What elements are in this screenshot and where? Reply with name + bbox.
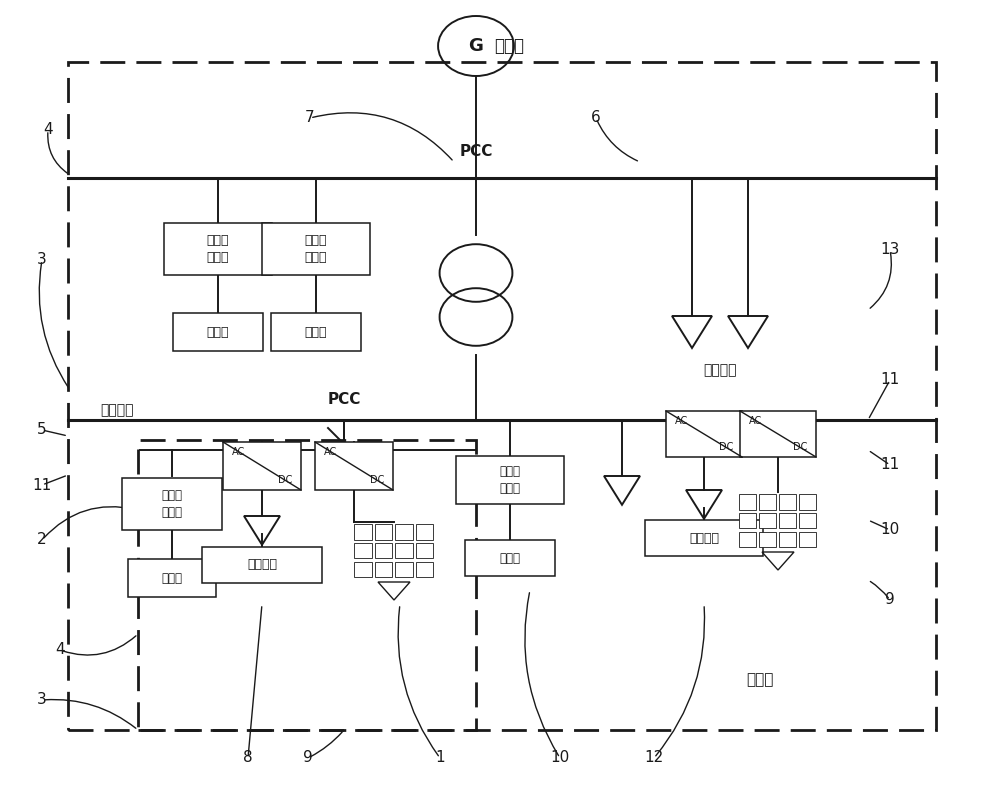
FancyBboxPatch shape <box>395 524 413 539</box>
Text: G: G <box>469 37 483 55</box>
FancyBboxPatch shape <box>739 532 756 547</box>
FancyBboxPatch shape <box>739 494 756 509</box>
FancyBboxPatch shape <box>128 559 216 597</box>
Text: DC: DC <box>278 475 292 485</box>
Text: AC: AC <box>675 416 688 426</box>
Text: 6: 6 <box>591 111 601 126</box>
FancyBboxPatch shape <box>779 513 796 528</box>
Text: DC: DC <box>719 442 733 452</box>
Text: 3: 3 <box>37 252 47 267</box>
FancyBboxPatch shape <box>173 313 263 351</box>
Text: AC: AC <box>324 447 337 456</box>
FancyBboxPatch shape <box>375 524 392 539</box>
Text: 充电桩: 充电桩 <box>305 326 327 339</box>
FancyBboxPatch shape <box>395 562 413 577</box>
Text: 储能系统: 储能系统 <box>689 532 719 544</box>
FancyBboxPatch shape <box>779 494 796 509</box>
FancyBboxPatch shape <box>759 513 776 528</box>
Text: 重要负荷: 重要负荷 <box>703 363 737 377</box>
Text: 4: 4 <box>43 123 53 138</box>
Text: 微电网: 微电网 <box>746 672 774 687</box>
Text: 电力电
子接口: 电力电 子接口 <box>500 465 520 494</box>
FancyBboxPatch shape <box>666 411 742 457</box>
FancyBboxPatch shape <box>759 494 776 509</box>
Text: 交流母线: 交流母线 <box>100 403 134 417</box>
FancyBboxPatch shape <box>315 442 393 490</box>
Text: 12: 12 <box>644 751 664 766</box>
Text: 11: 11 <box>880 457 900 472</box>
Text: AC: AC <box>749 416 762 426</box>
FancyBboxPatch shape <box>416 562 433 577</box>
Text: 储能系统: 储能系统 <box>247 558 277 572</box>
FancyBboxPatch shape <box>465 540 555 576</box>
FancyBboxPatch shape <box>375 562 392 577</box>
Text: 9: 9 <box>303 751 313 766</box>
Text: 10: 10 <box>550 751 570 766</box>
FancyBboxPatch shape <box>164 223 272 275</box>
FancyBboxPatch shape <box>456 456 564 504</box>
Text: 5: 5 <box>37 422 47 437</box>
Text: PCC: PCC <box>459 145 493 160</box>
FancyBboxPatch shape <box>416 524 433 539</box>
FancyBboxPatch shape <box>122 478 222 530</box>
Text: 充电桩: 充电桩 <box>207 326 229 339</box>
FancyBboxPatch shape <box>395 543 413 558</box>
Text: 3: 3 <box>37 692 47 707</box>
Text: 1: 1 <box>435 751 445 766</box>
Text: 13: 13 <box>880 243 900 258</box>
Text: 10: 10 <box>880 523 900 538</box>
FancyBboxPatch shape <box>354 543 372 558</box>
FancyBboxPatch shape <box>799 494 816 509</box>
Text: 7: 7 <box>305 111 315 126</box>
FancyBboxPatch shape <box>645 520 763 556</box>
FancyBboxPatch shape <box>799 532 816 547</box>
Text: 电力电
子接口: 电力电 子接口 <box>305 234 327 263</box>
Text: 2: 2 <box>37 532 47 547</box>
FancyBboxPatch shape <box>739 513 756 528</box>
Text: DC: DC <box>793 442 807 452</box>
FancyBboxPatch shape <box>223 442 301 490</box>
Text: DC: DC <box>370 475 384 485</box>
FancyBboxPatch shape <box>202 547 322 583</box>
Text: PCC: PCC <box>327 392 361 407</box>
Text: 配电网: 配电网 <box>494 37 524 55</box>
FancyBboxPatch shape <box>759 532 776 547</box>
Text: 8: 8 <box>243 751 253 766</box>
FancyBboxPatch shape <box>271 313 361 351</box>
Text: AC: AC <box>232 447 245 456</box>
FancyBboxPatch shape <box>375 543 392 558</box>
Text: 充电桩: 充电桩 <box>162 572 182 585</box>
FancyBboxPatch shape <box>416 543 433 558</box>
FancyBboxPatch shape <box>779 532 796 547</box>
Text: 4: 4 <box>55 642 65 657</box>
FancyBboxPatch shape <box>354 562 372 577</box>
FancyBboxPatch shape <box>262 223 370 275</box>
Text: 电力电
子接口: 电力电 子接口 <box>162 490 182 519</box>
Text: 充电桩: 充电桩 <box>500 551 520 565</box>
FancyBboxPatch shape <box>354 524 372 539</box>
FancyBboxPatch shape <box>799 513 816 528</box>
Text: 11: 11 <box>32 478 52 493</box>
FancyBboxPatch shape <box>740 411 816 457</box>
Text: 电力电
子接口: 电力电 子接口 <box>207 234 229 263</box>
Text: 9: 9 <box>885 592 895 607</box>
Text: 11: 11 <box>880 373 900 388</box>
